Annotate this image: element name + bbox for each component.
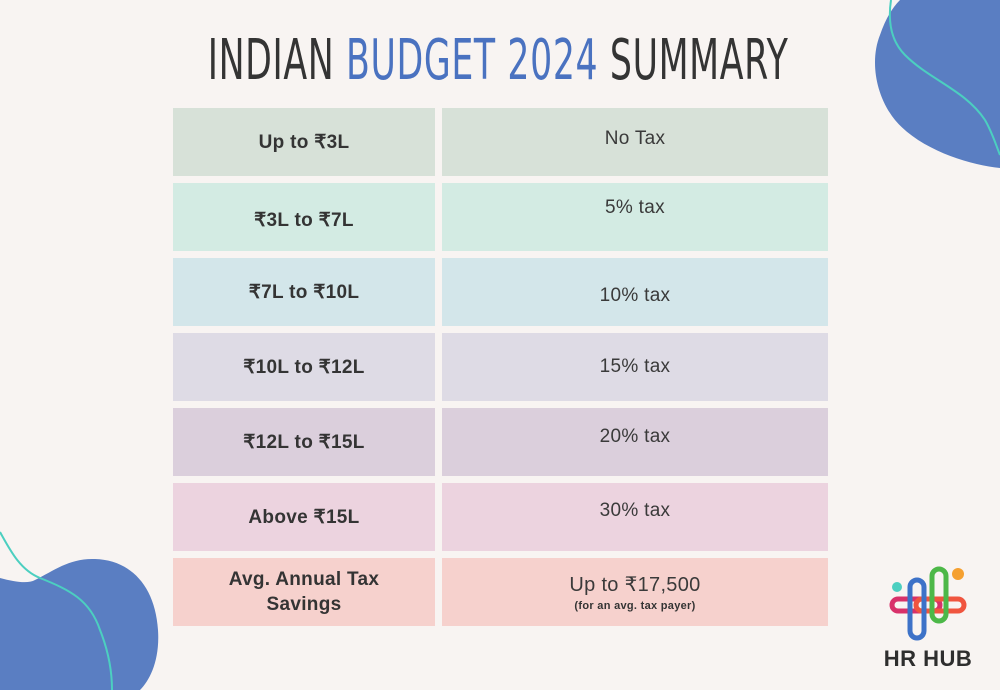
table-row: ₹7L to ₹10L 10% tax	[173, 258, 828, 326]
rate-cell: No Tax	[442, 108, 828, 176]
table-row: ₹12L to ₹15L 20% tax	[173, 408, 828, 476]
hr-hub-logo: HR HUB	[868, 560, 988, 680]
slab-cell: ₹3L to ₹7L	[173, 183, 435, 251]
rate-value: 10% tax	[599, 285, 671, 306]
rate-value: 5% tax	[605, 197, 665, 218]
rate-value: 20% tax	[599, 426, 671, 447]
tax-slab-table: Up to ₹3L No Tax ₹3L to ₹7L 5% tax ₹7L t…	[173, 108, 828, 633]
title-part-3: SUMMARY	[598, 28, 789, 93]
page-title: INDIAN BUDGET 2024 SUMMARY	[188, 28, 808, 94]
table-row: ₹3L to ₹7L 5% tax	[173, 183, 828, 251]
savings-note: (for an avg. tax payer)	[574, 600, 696, 612]
savings-value: Up to ₹17,500	[569, 574, 701, 596]
rate-value: 30% tax	[599, 500, 671, 521]
hr-hub-logo-icon	[889, 566, 967, 641]
decorative-blob-top-right	[875, 0, 1000, 168]
rate-cell: 5% tax	[442, 183, 828, 251]
savings-label-line-2: Savings	[266, 594, 342, 615]
rate-cell: 15% tax	[442, 333, 828, 401]
savings-label-line-1: Avg. Annual Tax	[228, 569, 380, 590]
logo-text: HR HUB	[883, 646, 973, 671]
savings-label: Avg. Annual Tax Savings	[173, 558, 435, 626]
slab-cell: ₹12L to ₹15L	[173, 408, 435, 476]
slab-cell: ₹10L to ₹12L	[173, 333, 435, 401]
rate-value: 15% tax	[599, 356, 671, 377]
slab-cell: Up to ₹3L	[173, 108, 435, 176]
title-accent: BUDGET 2024	[346, 28, 599, 93]
decorative-blob-bottom-left	[0, 531, 159, 690]
table-row: Up to ₹3L No Tax	[173, 108, 828, 176]
slab-cell: ₹7L to ₹10L	[173, 258, 435, 326]
rate-cell: 10% tax	[442, 258, 828, 326]
rate-value: No Tax	[604, 128, 666, 149]
rate-cell: 30% tax	[442, 483, 828, 551]
rate-cell: 20% tax	[442, 408, 828, 476]
savings-row: Avg. Annual Tax Savings Up to ₹17,500 (f…	[173, 558, 828, 626]
table-row: Above ₹15L 30% tax	[173, 483, 828, 551]
title-part-1: INDIAN	[207, 28, 347, 93]
slab-cell: Above ₹15L	[173, 483, 435, 551]
savings-value-cell: Up to ₹17,500 (for an avg. tax payer)	[442, 558, 828, 626]
table-row: ₹10L to ₹12L 15% tax	[173, 333, 828, 401]
